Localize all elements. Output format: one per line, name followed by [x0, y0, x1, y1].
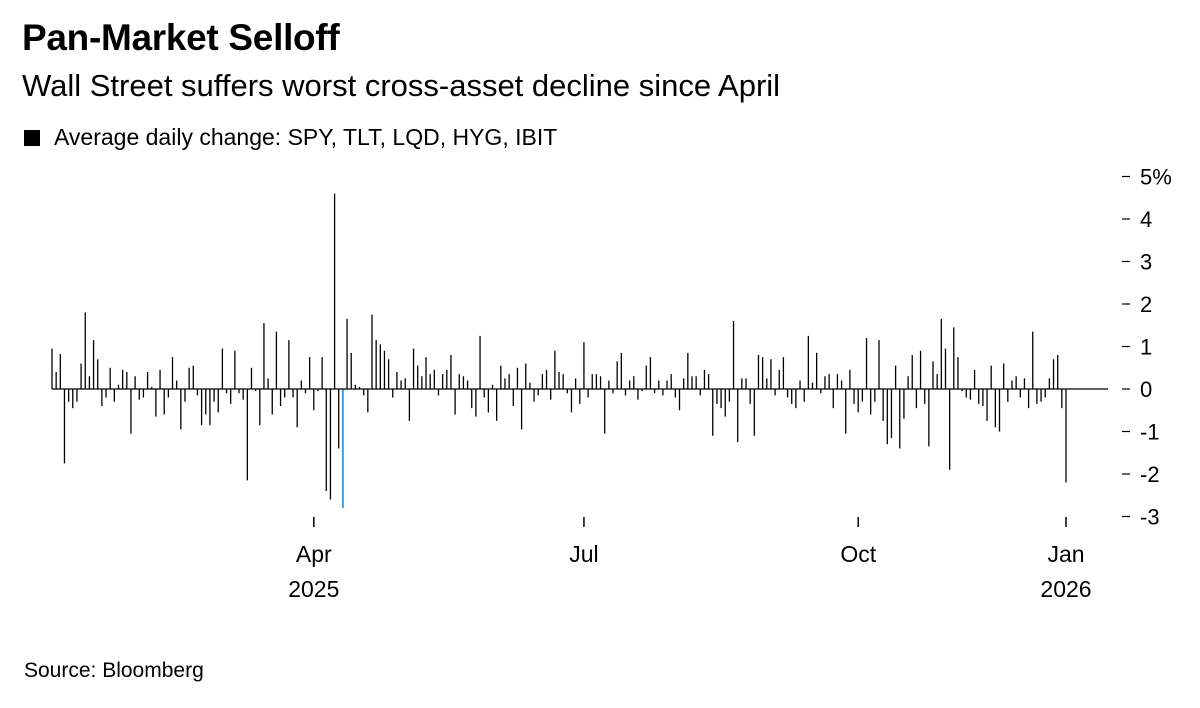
bars-group: [51, 193, 1067, 508]
y-tick-label: 3: [1140, 250, 1152, 275]
x-tick-year-label: 2025: [288, 576, 339, 602]
chart-title: Pan-Market Selloff: [22, 17, 340, 58]
x-tick-label: Oct: [840, 541, 876, 567]
x-tick-year-label: 2026: [1040, 576, 1091, 602]
x-axis: Apr 2025 Jul Oct Jan 2026: [288, 517, 1092, 602]
x-tick-label: Apr: [296, 541, 332, 567]
y-tick-label: 0: [1140, 377, 1152, 402]
bar-chart: 5% 4 3 2 1 0 -1 -2 -3 Apr 2025 Jul Oct Jan 2026: [51, 165, 1172, 602]
x-tick-label: Jan: [1047, 541, 1084, 567]
chart-subtitle: Wall Street suffers worst cross-asset de…: [22, 68, 781, 103]
legend: Average daily change: SPY, TLT, LQD, HYG…: [24, 124, 557, 151]
y-tick-label: -2: [1140, 462, 1160, 487]
x-tick-label: Jul: [569, 541, 598, 567]
y-tick-label: 4: [1140, 207, 1152, 232]
legend-label: Average daily change: SPY, TLT, LQD, HYG…: [54, 124, 558, 150]
legend-swatch: [24, 129, 40, 146]
source-note: Source: Bloomberg: [24, 659, 204, 682]
y-tick-label: 5%: [1140, 165, 1172, 190]
y-tick-label: -3: [1140, 505, 1160, 530]
y-tick-label: 1: [1140, 335, 1152, 360]
y-tick-label: -1: [1140, 420, 1160, 445]
y-axis: 5% 4 3 2 1 0 -1 -2 -3: [1122, 165, 1172, 530]
y-tick-label: 2: [1140, 292, 1152, 317]
